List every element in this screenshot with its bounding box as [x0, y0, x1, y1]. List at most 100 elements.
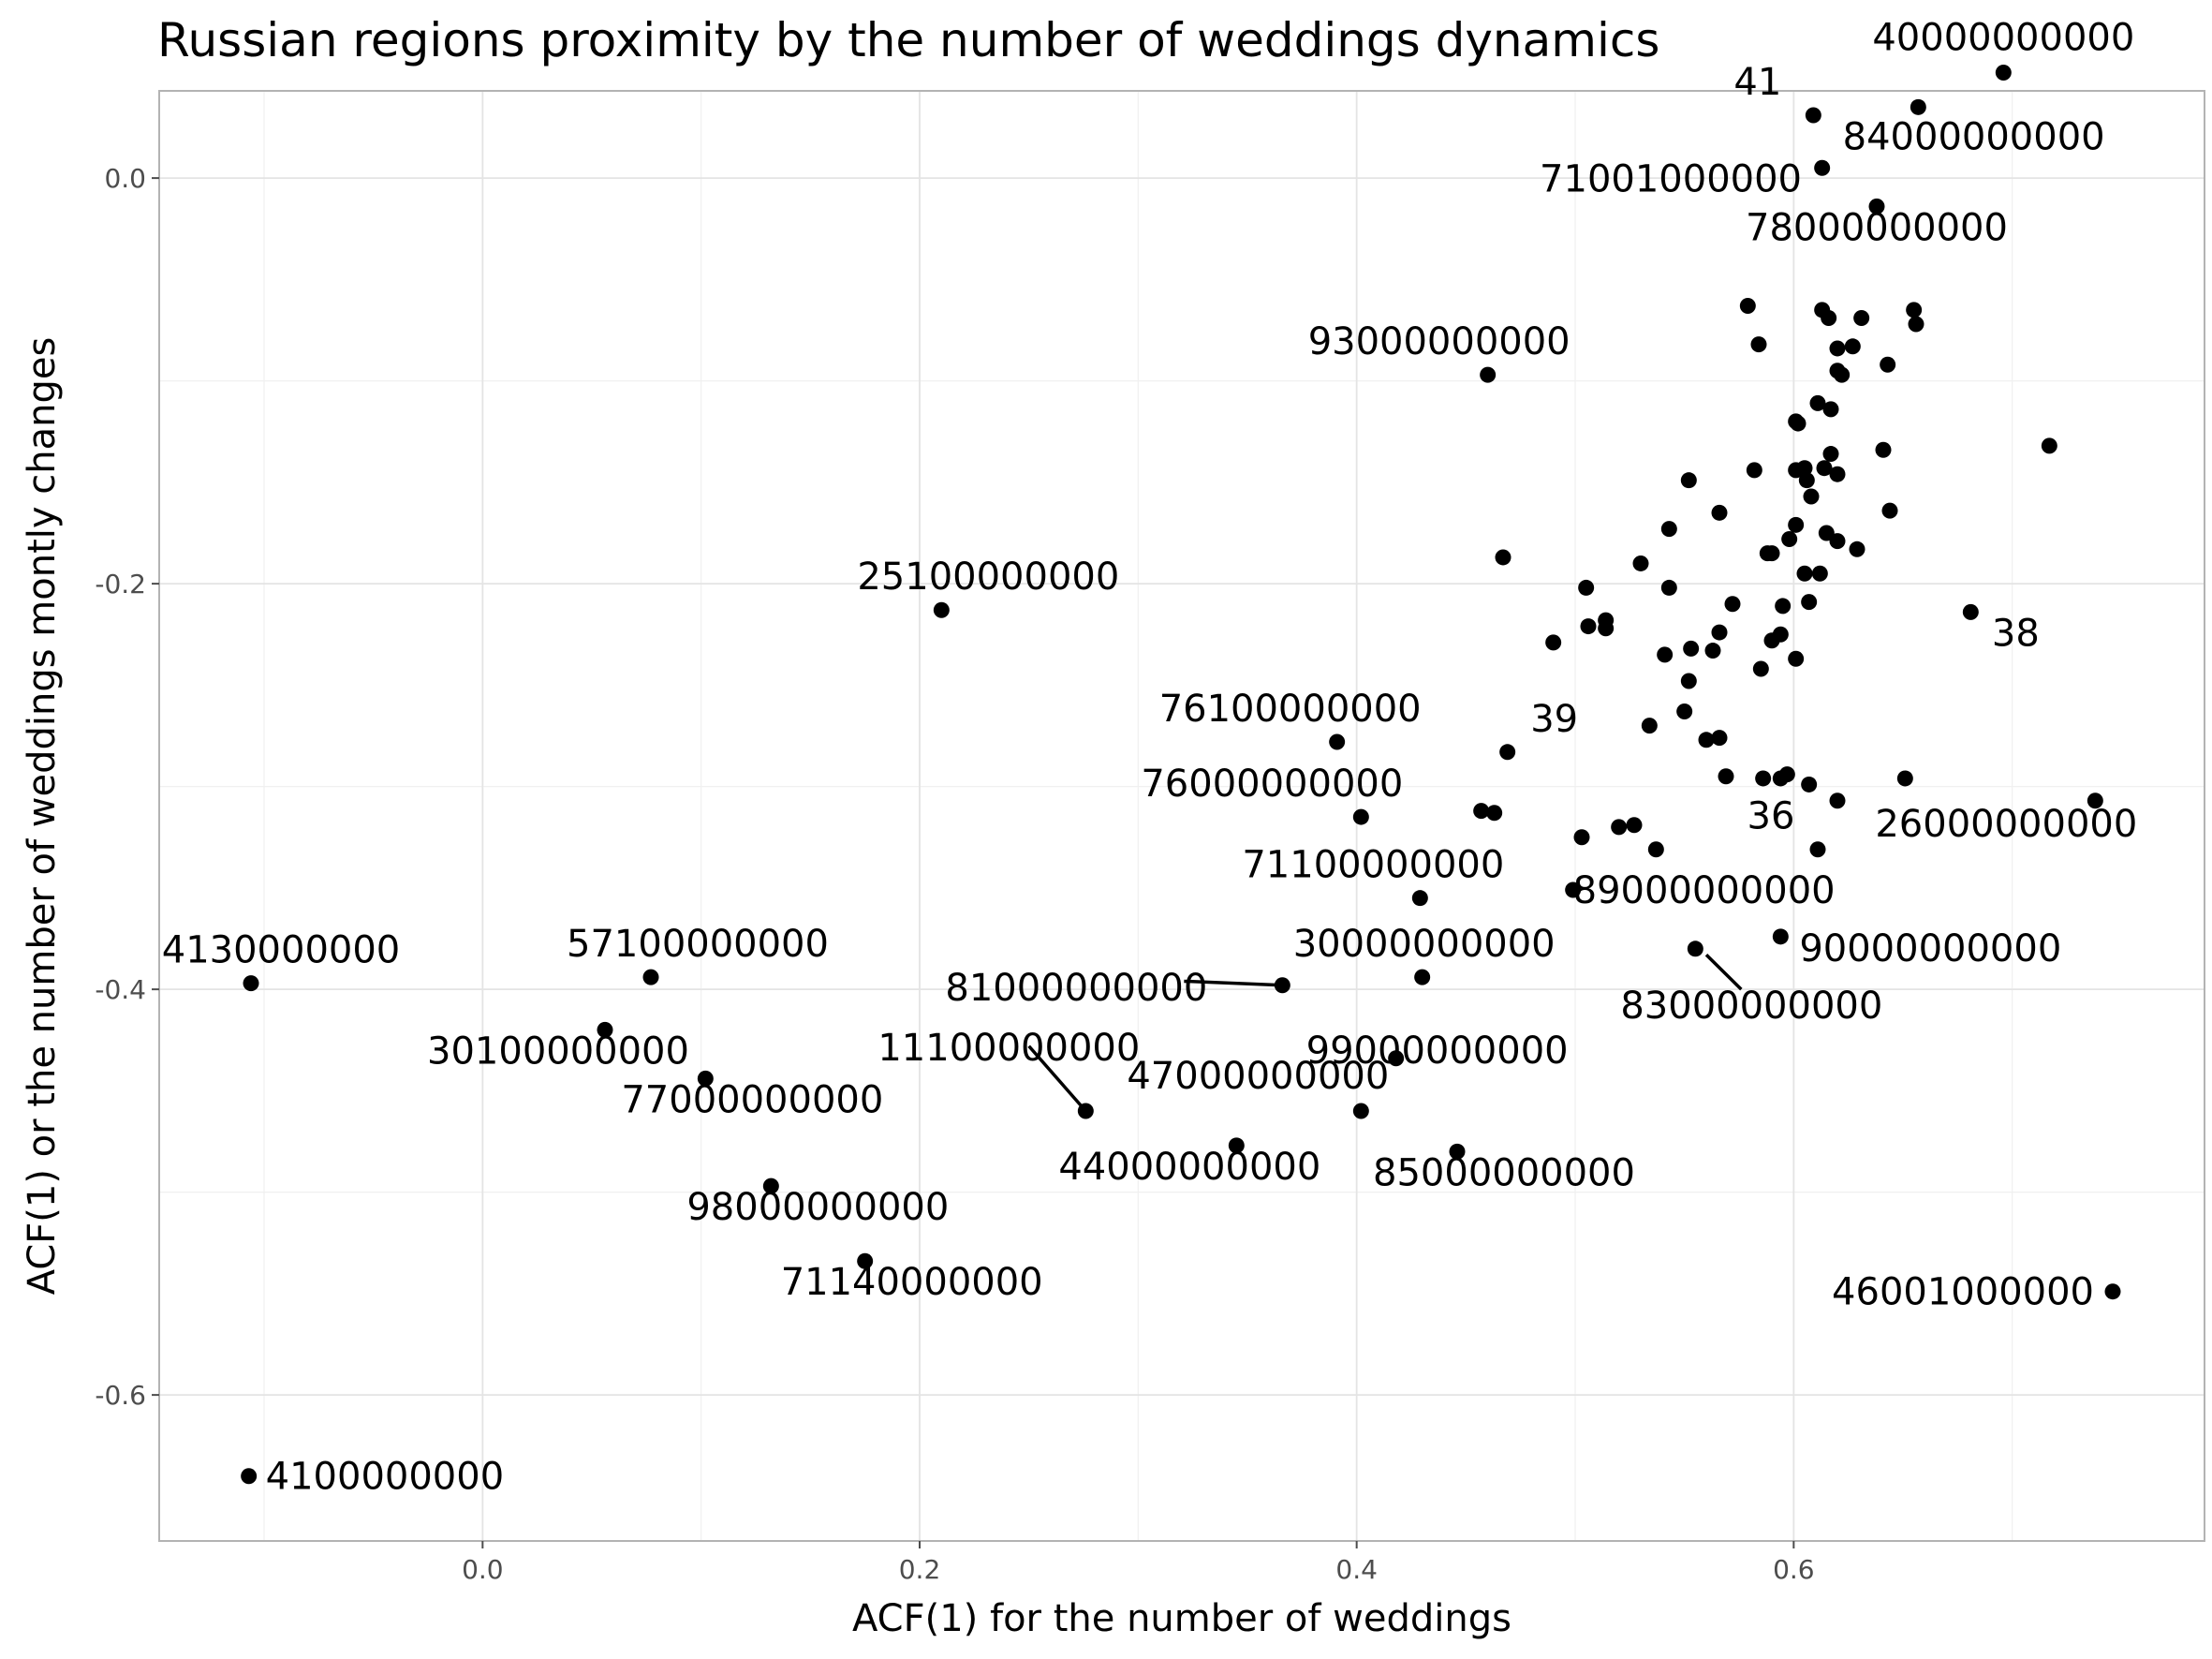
point-label: 77000000000 — [621, 1078, 883, 1121]
data-point — [1077, 1103, 1094, 1119]
data-point — [1772, 770, 1789, 787]
data-point — [1772, 928, 1789, 945]
data-point — [1641, 718, 1658, 734]
point-label: 41 — [1733, 61, 1781, 104]
plot-panel — [158, 90, 2205, 1542]
data-point — [1683, 640, 1700, 657]
point-label: 39 — [1530, 698, 1578, 741]
data-point — [1755, 770, 1772, 787]
data-point — [697, 1070, 714, 1087]
point-label: 71100000000 — [1242, 844, 1504, 887]
data-point — [1573, 829, 1590, 846]
x-tick-label: 0.6 — [1773, 1554, 1815, 1585]
point-label: 36 — [1747, 795, 1795, 838]
data-point — [1329, 733, 1346, 750]
point-label: 78000000000 — [1746, 206, 2008, 249]
label-leader-line — [1704, 954, 1743, 991]
data-point — [1788, 516, 1805, 533]
point-label: 83000000000 — [1620, 985, 1882, 1028]
point-label: 57100000000 — [567, 923, 829, 966]
x-axis-ticks: 0.0 0.2 0.4 0.6 — [462, 1541, 1815, 1585]
y-tick-label: -0.6 — [95, 1380, 146, 1411]
data-point — [1473, 803, 1490, 820]
data-point — [1805, 107, 1821, 124]
data-point — [1578, 579, 1595, 596]
data-point — [1687, 941, 1703, 957]
data-point — [1822, 401, 1839, 418]
point-label: 90000000000 — [1799, 927, 2061, 970]
data-point — [1844, 338, 1861, 355]
data-point — [857, 1252, 874, 1269]
data-point — [1750, 336, 1767, 353]
data-point — [1680, 673, 1697, 689]
data-point — [1868, 198, 1885, 215]
data-point — [1449, 1143, 1466, 1160]
x-tick-label: 0.2 — [899, 1554, 941, 1585]
point-label: 4100000000 — [266, 1456, 504, 1499]
data-point — [1995, 65, 2012, 81]
data-point — [1495, 549, 1512, 566]
x-tick-label: 0.0 — [462, 1554, 504, 1585]
data-point — [1796, 565, 1813, 582]
data-point — [1676, 704, 1693, 720]
data-point — [1798, 472, 1815, 489]
data-point — [1781, 530, 1798, 547]
data-point — [1626, 817, 1643, 834]
point-label: 84000000000 — [1843, 115, 2105, 158]
data-point — [1632, 555, 1649, 571]
data-point — [762, 1178, 779, 1194]
data-point — [1801, 776, 1818, 792]
data-point — [1611, 819, 1628, 836]
data-point — [1352, 808, 1369, 825]
data-point — [642, 969, 659, 985]
y-tick-label: -0.2 — [95, 569, 146, 600]
point-label: 26000000000 — [1875, 803, 2137, 846]
y-axis-ticks: 0.0 -0.2 -0.4 -0.6 — [95, 163, 159, 1411]
data-point — [1906, 302, 1923, 318]
data-point — [1499, 744, 1516, 761]
data-point — [1274, 977, 1290, 994]
point-label: 30000000000 — [1293, 923, 1556, 966]
data-point — [1711, 730, 1728, 747]
data-point — [1829, 533, 1846, 550]
label-leader-line — [1027, 1044, 1087, 1113]
data-point — [1660, 579, 1677, 596]
data-point — [1414, 969, 1431, 985]
data-point — [1352, 1103, 1369, 1119]
data-point — [2041, 437, 2057, 454]
data-point — [1822, 446, 1839, 463]
data-point — [1657, 646, 1674, 663]
data-point — [1480, 366, 1497, 383]
data-point — [1811, 565, 1828, 582]
point-label: 76000000000 — [1141, 763, 1403, 806]
point-label: 93000000000 — [1308, 320, 1571, 363]
data-point — [1801, 594, 1818, 611]
data-point — [1818, 525, 1835, 541]
data-point — [1580, 618, 1597, 635]
point-label: 89000000000 — [1573, 869, 1836, 912]
data-point — [1788, 650, 1805, 667]
point-label: 40000000000 — [1872, 17, 2134, 60]
data-point — [1853, 309, 1870, 326]
point-label: 71140000000 — [781, 1261, 1043, 1304]
point-label: 30100000000 — [427, 1029, 689, 1073]
point-label: 99000000000 — [1306, 1029, 1569, 1073]
data-point — [1803, 488, 1820, 505]
data-point — [1752, 660, 1769, 677]
data-point — [1775, 598, 1792, 615]
data-point — [597, 1021, 613, 1038]
data-point — [1809, 841, 1826, 858]
data-point — [1698, 732, 1715, 748]
data-point — [1829, 340, 1846, 357]
point-label: 25100000000 — [857, 555, 1119, 599]
data-point — [1849, 541, 1865, 557]
data-point — [1834, 366, 1851, 383]
data-point — [1388, 1050, 1405, 1067]
data-point — [1816, 460, 1833, 477]
data-point — [1814, 159, 1831, 176]
data-point — [1910, 98, 1926, 115]
data-point — [1718, 768, 1734, 785]
data-point — [1763, 632, 1780, 649]
data-point — [1739, 297, 1756, 314]
